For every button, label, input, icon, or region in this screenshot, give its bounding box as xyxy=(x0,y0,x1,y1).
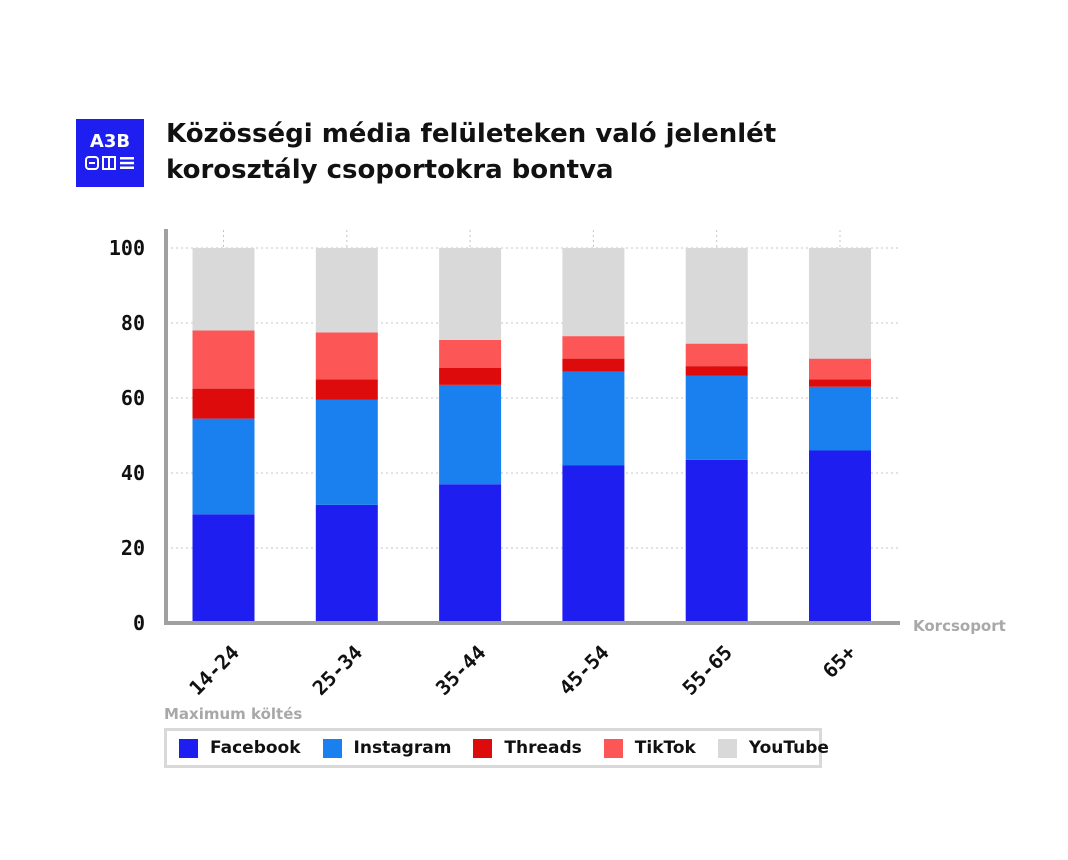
bar-45-54-instagram xyxy=(562,371,625,466)
bar-55-65-threads xyxy=(685,366,748,376)
logo-text: A3B xyxy=(89,131,131,152)
legend-swatch-facebook xyxy=(179,738,198,758)
bar-14-24-youtube xyxy=(192,248,255,331)
stacked-bar-chart: 0 20 40 60 80 100 14-24 25-34 35-44 45-54 55-65 65… xyxy=(109,229,1006,700)
y-tick-label-20: 20 xyxy=(121,536,145,560)
legend-swatch-threads xyxy=(473,738,493,758)
legend-item-threads: Threads xyxy=(473,738,582,758)
legend-label-threads: Threads xyxy=(504,738,582,758)
legend-item-youtube: YouTube xyxy=(717,738,829,758)
y-tick-label-0: 0 xyxy=(133,611,145,635)
legend-label-instagram: Instagram xyxy=(353,738,452,758)
legend: Facebook Instagram Threads TikTok YouTub… xyxy=(164,728,829,768)
grid-lines xyxy=(166,230,898,623)
bar-55-65-instagram xyxy=(685,375,748,460)
bar-14-24-tiktok xyxy=(192,330,255,389)
y-tick-label-40: 40 xyxy=(121,461,145,485)
chart-title-line-2: korosztály csoportokra bontva xyxy=(166,155,614,185)
bar-65-instagram xyxy=(809,386,871,451)
bar-45-54-facebook xyxy=(562,465,625,623)
bar-25-34-youtube xyxy=(315,248,378,333)
axes xyxy=(164,229,900,625)
bar-25-34-tiktok xyxy=(315,332,378,380)
chart-title-line-1: Közösségi média felületeken való jelenlé… xyxy=(166,119,777,149)
legend-label-facebook: Facebook xyxy=(210,738,301,758)
bar-25-34-instagram xyxy=(315,399,378,505)
x-axis-title: Korcsoport xyxy=(913,617,1006,635)
legend-item-instagram: Instagram xyxy=(322,738,452,758)
legend-label-youtube: YouTube xyxy=(748,738,829,758)
bars xyxy=(192,248,871,623)
bar-65-threads xyxy=(809,379,871,387)
bar-45-54-tiktok xyxy=(562,336,625,359)
chart-title: Közösségi média felületeken való jelenlé… xyxy=(166,116,866,188)
bar-45-54-threads xyxy=(562,358,625,372)
y-tick-label-80: 80 xyxy=(121,311,145,335)
bar-65-youtube xyxy=(809,248,871,359)
bar-55-65-facebook xyxy=(685,459,748,623)
bar-35-44-tiktok xyxy=(439,339,502,368)
y-tick-label-60: 60 xyxy=(121,386,145,410)
x-tick-label-35-44: 35-44 xyxy=(431,640,491,700)
x-tick-labels: 14-24 25-34 35-44 45-54 55-65 65+ xyxy=(184,640,860,700)
legend-label-tiktok: TikTok xyxy=(634,738,696,758)
y-tick-label-100: 100 xyxy=(109,236,145,260)
bar-55-65-tiktok xyxy=(685,343,748,367)
bar-14-24-facebook xyxy=(192,514,255,623)
bar-65-tiktok xyxy=(809,358,871,380)
x-tick-label-45-54: 45-54 xyxy=(554,640,614,700)
x-tick-label-14-24: 14-24 xyxy=(184,640,244,700)
logo-glyphs-icon xyxy=(85,156,134,170)
x-tick-label-65: 65+ xyxy=(818,640,861,683)
bar-45-54-youtube xyxy=(562,248,625,337)
bar-25-34-facebook xyxy=(315,504,378,623)
bar-25-34-threads xyxy=(315,379,378,400)
bar-35-44-facebook xyxy=(439,484,502,623)
bar-14-24-instagram xyxy=(192,418,255,515)
y-tick-labels: 0 20 40 60 80 100 xyxy=(109,236,145,635)
legend-item-facebook: Facebook xyxy=(179,738,301,758)
brand-logo: A3B xyxy=(76,119,144,187)
legend-swatch-instagram xyxy=(322,738,342,758)
bar-55-65-youtube xyxy=(685,248,748,344)
legend-swatch-youtube xyxy=(717,738,737,758)
x-tick-label-55-65: 55-65 xyxy=(677,640,737,700)
bar-35-44-threads xyxy=(439,368,502,385)
bar-35-44-instagram xyxy=(439,384,502,485)
x-tick-label-25-34: 25-34 xyxy=(308,640,368,700)
legend-title: Maximum költés xyxy=(164,705,303,723)
bar-14-24-threads xyxy=(192,388,255,419)
bar-65-facebook xyxy=(809,450,871,623)
bar-35-44-youtube xyxy=(439,248,502,340)
legend-swatch-tiktok xyxy=(603,738,623,758)
legend-item-tiktok: TikTok xyxy=(603,738,696,758)
